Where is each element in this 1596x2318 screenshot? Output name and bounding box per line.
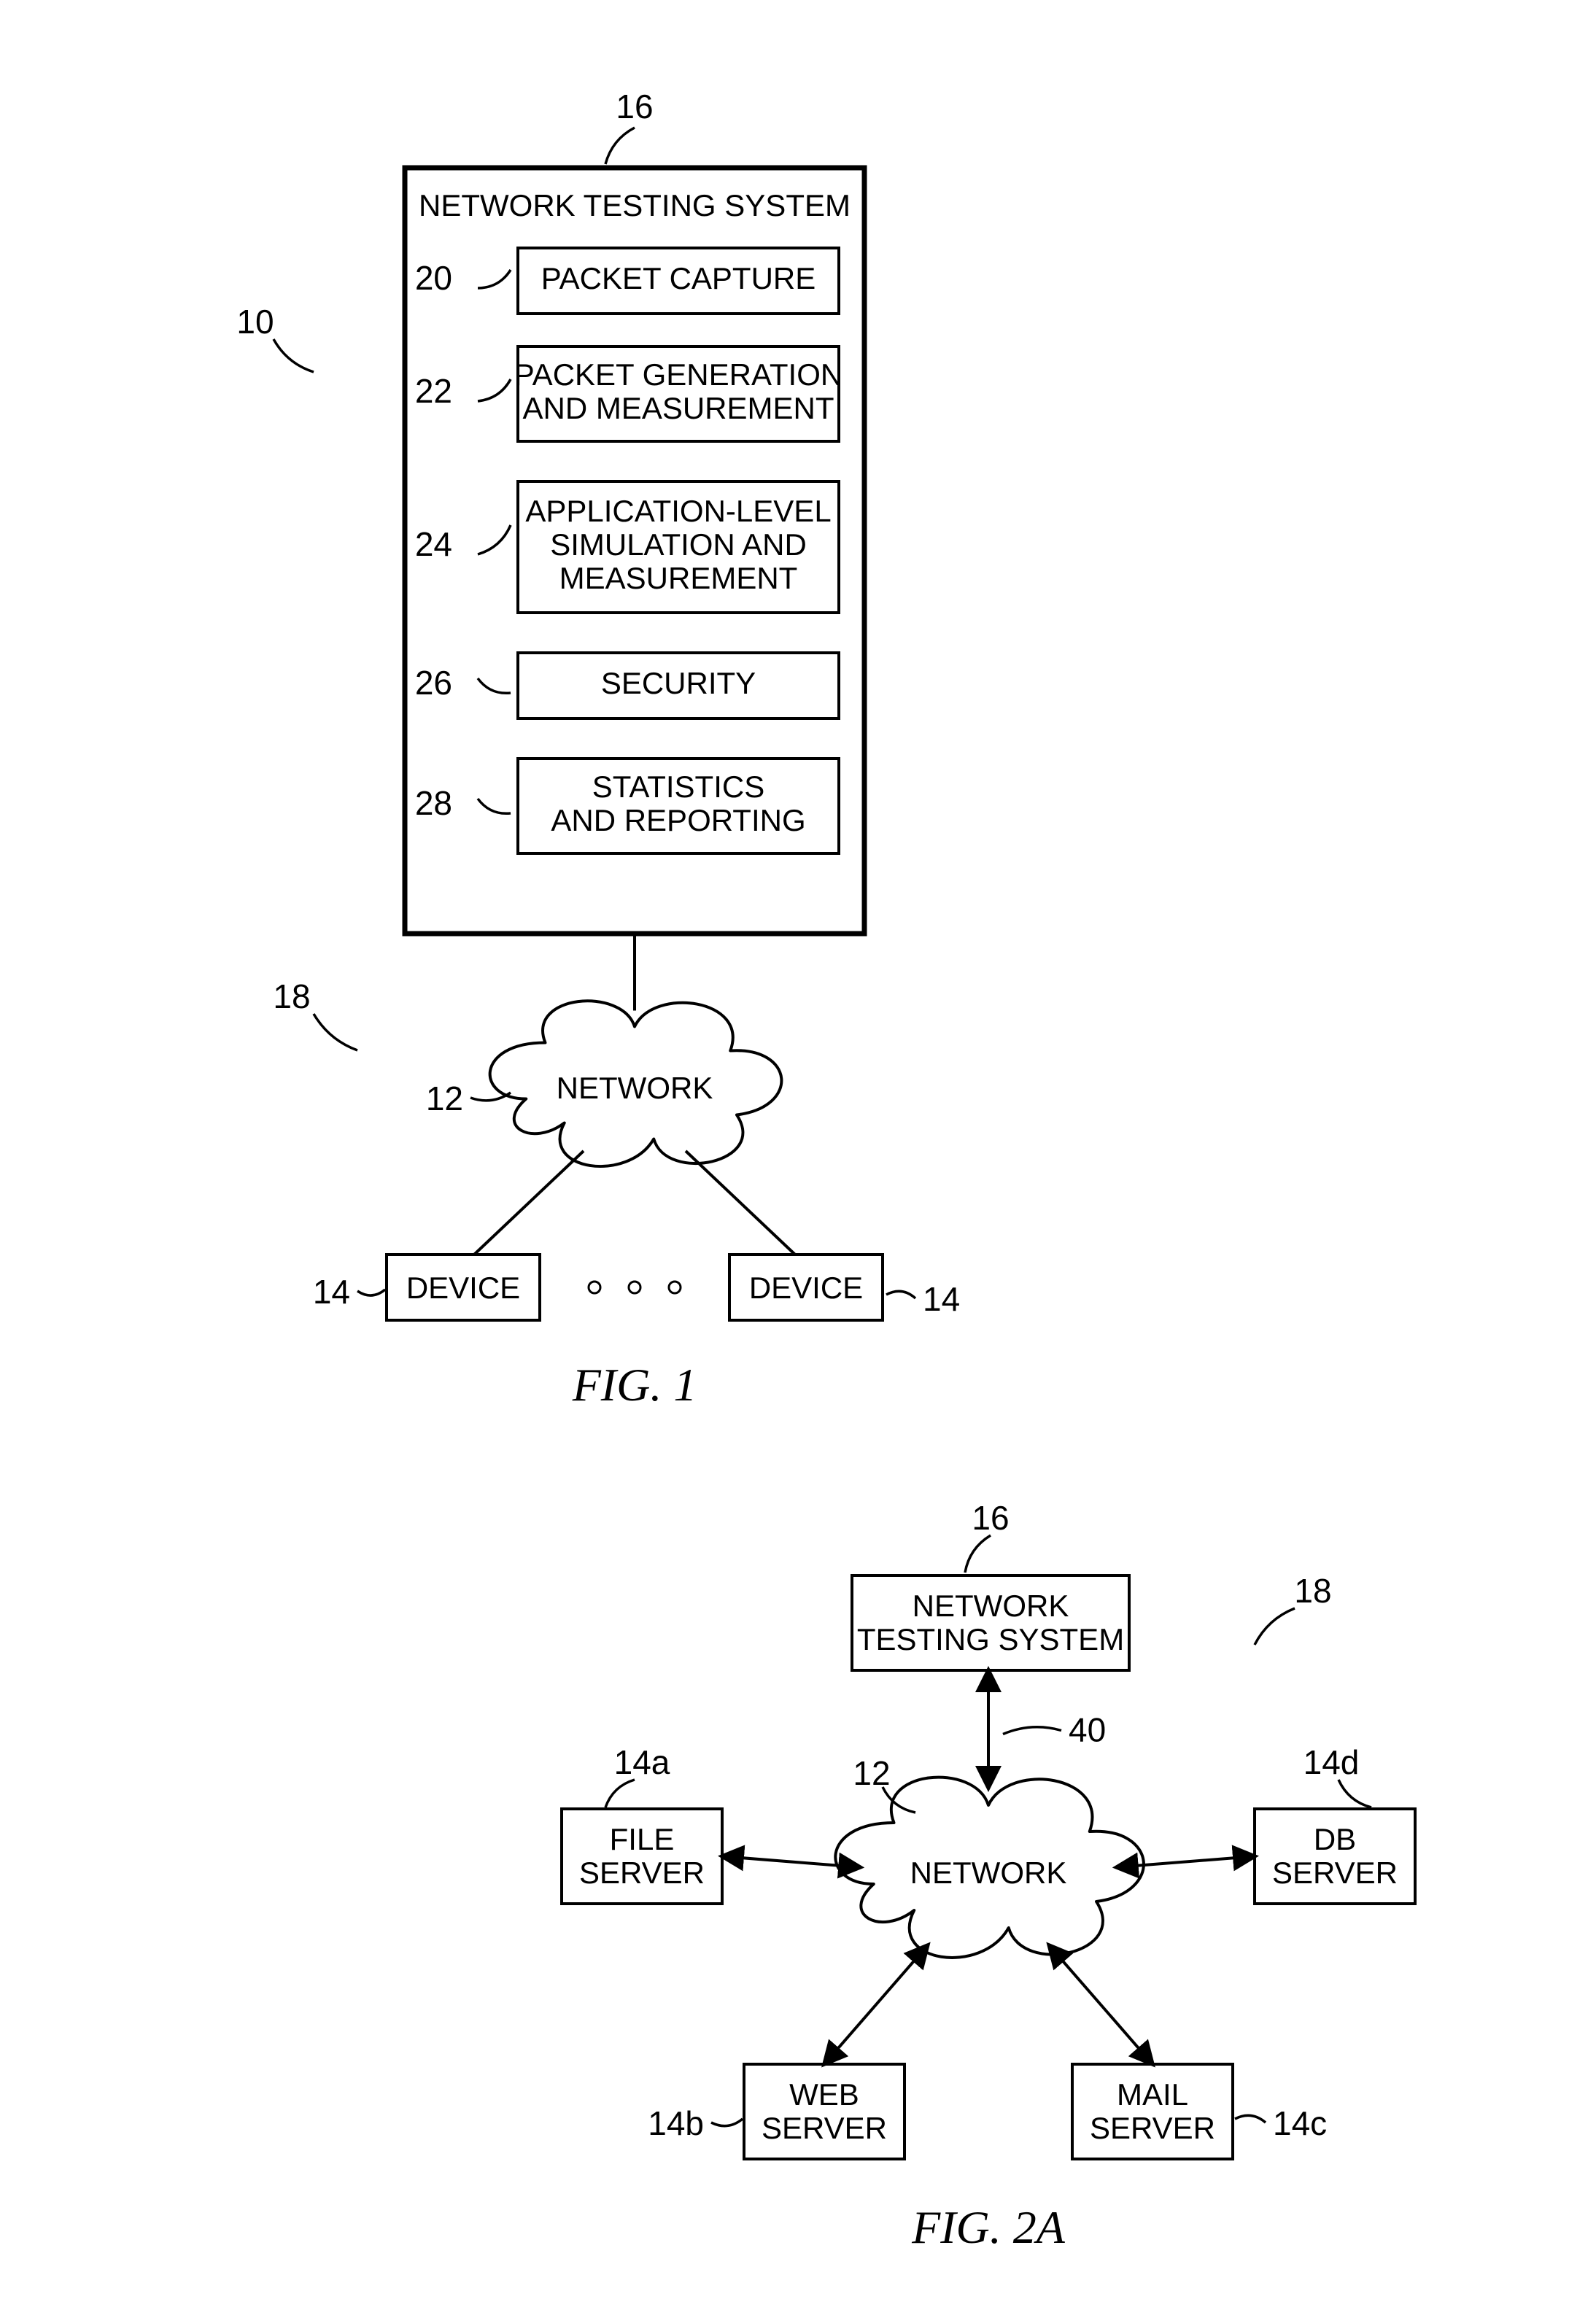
svg-text:NETWORK: NETWORK bbox=[557, 1071, 713, 1105]
svg-text:14: 14 bbox=[313, 1273, 350, 1311]
svg-text:MAIL: MAIL bbox=[1117, 2077, 1188, 2112]
svg-text:NETWORK: NETWORK bbox=[913, 1589, 1069, 1623]
svg-text:12: 12 bbox=[853, 1754, 890, 1792]
fig2a-caption: FIG. 2A bbox=[911, 2201, 1066, 2253]
svg-text:14: 14 bbox=[923, 1280, 960, 1318]
svg-text:SIMULATION AND: SIMULATION AND bbox=[550, 527, 807, 562]
svg-text:28: 28 bbox=[415, 784, 452, 822]
svg-text:10: 10 bbox=[236, 303, 274, 341]
svg-text:DB: DB bbox=[1314, 1822, 1356, 1856]
svg-text:STATISTICS: STATISTICS bbox=[592, 770, 764, 804]
svg-text:SERVER: SERVER bbox=[579, 1856, 705, 1890]
svg-text:14c: 14c bbox=[1273, 2104, 1327, 2142]
svg-text:14a: 14a bbox=[614, 1743, 670, 1781]
fig-1: NETWORK TESTING SYSTEM PACKET CAPTURE 20 PA… bbox=[236, 88, 960, 1411]
svg-text:PACKET CAPTURE: PACKET CAPTURE bbox=[541, 261, 816, 295]
svg-text:40: 40 bbox=[1069, 1711, 1106, 1749]
svg-text:MEASUREMENT: MEASUREMENT bbox=[559, 561, 798, 595]
svg-text:WEB: WEB bbox=[789, 2077, 859, 2112]
svg-text:AND REPORTING: AND REPORTING bbox=[551, 803, 805, 837]
svg-text:18: 18 bbox=[1294, 1572, 1331, 1610]
diagram-canvas: NETWORK TESTING SYSTEM PACKET CAPTURE 20 PA… bbox=[0, 0, 1596, 2318]
network-testing-system-title: NETWORK TESTING SYSTEM bbox=[419, 188, 851, 222]
fig-2a: NETWORKTESTING SYSTEM1618NETWORK4012FILE… bbox=[562, 1499, 1415, 2253]
svg-text:20: 20 bbox=[415, 259, 452, 297]
svg-text:PACKET GENERATION: PACKET GENERATION bbox=[514, 357, 842, 392]
svg-text:24: 24 bbox=[415, 525, 452, 563]
svg-text:16: 16 bbox=[616, 88, 653, 125]
svg-text:14b: 14b bbox=[648, 2104, 704, 2142]
svg-text:26: 26 bbox=[415, 664, 452, 702]
svg-text:DEVICE: DEVICE bbox=[749, 1271, 863, 1305]
svg-text:AND MEASUREMENT: AND MEASUREMENT bbox=[522, 391, 834, 425]
svg-text:FILE: FILE bbox=[610, 1822, 675, 1856]
svg-text:12: 12 bbox=[426, 1079, 463, 1117]
svg-text:16: 16 bbox=[972, 1499, 1009, 1537]
svg-text:18: 18 bbox=[273, 977, 310, 1015]
svg-text:APPLICATION-LEVEL: APPLICATION-LEVEL bbox=[525, 494, 831, 528]
svg-text:22: 22 bbox=[415, 372, 452, 410]
svg-text:14d: 14d bbox=[1303, 1743, 1360, 1781]
svg-text:NETWORK: NETWORK bbox=[910, 1856, 1067, 1890]
svg-text:SERVER: SERVER bbox=[1272, 1856, 1398, 1890]
svg-text:SERVER: SERVER bbox=[1090, 2111, 1215, 2145]
fig1-caption: FIG. 1 bbox=[572, 1359, 697, 1411]
svg-text:DEVICE: DEVICE bbox=[406, 1271, 520, 1305]
svg-text:SECURITY: SECURITY bbox=[601, 666, 756, 700]
svg-text:TESTING SYSTEM: TESTING SYSTEM bbox=[857, 1622, 1124, 1656]
svg-text:SERVER: SERVER bbox=[762, 2111, 887, 2145]
